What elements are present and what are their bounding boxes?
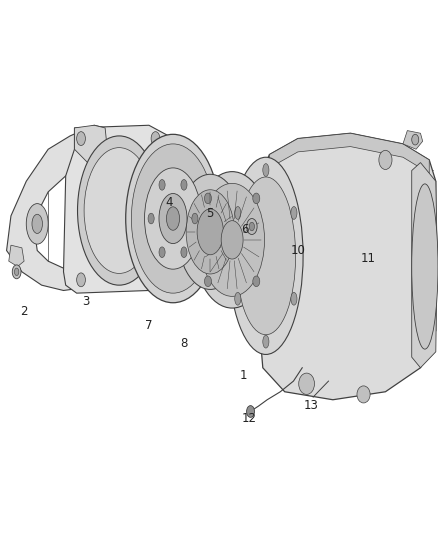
Ellipse shape [200, 183, 265, 296]
Ellipse shape [379, 150, 392, 169]
Ellipse shape [186, 190, 234, 274]
Text: 1: 1 [239, 369, 247, 382]
Ellipse shape [205, 276, 212, 287]
Ellipse shape [177, 174, 243, 289]
Text: 7: 7 [145, 319, 153, 332]
Text: 2: 2 [20, 305, 28, 318]
Ellipse shape [235, 206, 241, 220]
Ellipse shape [221, 221, 243, 259]
Ellipse shape [193, 172, 272, 308]
Polygon shape [261, 133, 436, 400]
Ellipse shape [126, 134, 220, 303]
Polygon shape [403, 131, 423, 149]
Ellipse shape [181, 247, 187, 257]
Ellipse shape [78, 136, 161, 285]
Text: 3: 3 [82, 295, 89, 308]
Ellipse shape [131, 144, 215, 293]
Ellipse shape [145, 168, 201, 269]
Ellipse shape [12, 265, 21, 279]
Ellipse shape [229, 157, 303, 354]
Ellipse shape [253, 193, 260, 204]
Ellipse shape [197, 209, 223, 255]
Ellipse shape [181, 180, 187, 190]
Text: 13: 13 [304, 399, 318, 411]
Text: 4: 4 [165, 196, 173, 209]
Text: 5: 5 [207, 207, 214, 220]
Polygon shape [7, 125, 107, 290]
Ellipse shape [159, 247, 165, 257]
Ellipse shape [357, 386, 370, 403]
Ellipse shape [291, 206, 297, 220]
Text: 12: 12 [242, 412, 257, 425]
Ellipse shape [263, 335, 269, 348]
Ellipse shape [14, 268, 19, 276]
Ellipse shape [77, 273, 85, 287]
Ellipse shape [160, 265, 169, 279]
Ellipse shape [32, 214, 42, 233]
Ellipse shape [235, 292, 241, 305]
Ellipse shape [299, 373, 314, 394]
Ellipse shape [166, 207, 180, 230]
Polygon shape [64, 125, 175, 293]
Polygon shape [412, 163, 437, 368]
Ellipse shape [159, 193, 187, 244]
Ellipse shape [412, 134, 419, 145]
Polygon shape [74, 125, 107, 163]
Ellipse shape [77, 132, 85, 146]
Ellipse shape [26, 204, 48, 244]
Polygon shape [149, 188, 161, 204]
Ellipse shape [205, 193, 212, 204]
Ellipse shape [263, 164, 269, 176]
Text: 6: 6 [241, 223, 249, 236]
Ellipse shape [159, 180, 165, 190]
Ellipse shape [84, 148, 154, 273]
Ellipse shape [148, 213, 154, 224]
Ellipse shape [249, 222, 254, 231]
Ellipse shape [192, 213, 198, 224]
Ellipse shape [291, 292, 297, 305]
Polygon shape [9, 245, 24, 266]
Ellipse shape [70, 211, 79, 227]
Ellipse shape [247, 219, 257, 235]
Text: 10: 10 [290, 244, 305, 257]
Polygon shape [269, 133, 429, 173]
Ellipse shape [253, 276, 260, 287]
Text: 11: 11 [360, 252, 375, 265]
Ellipse shape [412, 184, 438, 349]
Text: 8: 8 [180, 337, 187, 350]
Ellipse shape [236, 177, 296, 335]
Ellipse shape [151, 132, 160, 146]
Ellipse shape [247, 406, 254, 417]
